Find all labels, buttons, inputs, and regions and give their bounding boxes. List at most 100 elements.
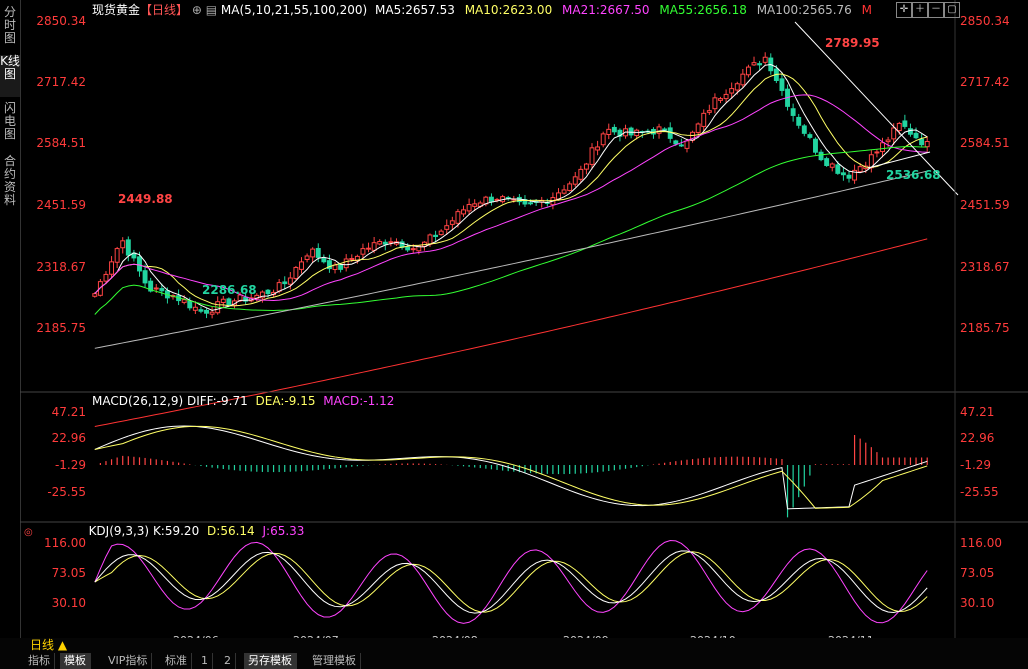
candle-body: [818, 151, 824, 161]
kdj-axis-label-left: 116.00: [44, 536, 86, 550]
candle-body: [678, 144, 684, 147]
macd-axis-label-left: 22.96: [52, 431, 86, 445]
candle-body: [315, 247, 321, 258]
candle-body: [427, 234, 433, 245]
candle-body: [338, 264, 344, 270]
candle-body: [902, 120, 908, 127]
candle-body: [377, 240, 383, 245]
candle-body: [92, 293, 98, 297]
tab-vip-indicator[interactable]: VIP指标: [104, 653, 153, 669]
candle-body: [410, 248, 416, 251]
candle-body: [734, 83, 740, 91]
candle-body: [299, 261, 304, 270]
price-axis-label-right: 2185.75: [960, 321, 1010, 335]
price-axis-label-right: 2584.51: [960, 136, 1010, 150]
candle-body: [913, 132, 919, 139]
period-selector[interactable]: 日线 ▲: [30, 638, 68, 652]
candle-body: [103, 273, 109, 282]
candle-body: [466, 204, 472, 212]
ma10-line: [94, 73, 928, 307]
candle-body: [276, 282, 282, 292]
restore-icon[interactable]: ▢: [944, 2, 960, 18]
zoom-in-icon[interactable]: ＋: [912, 2, 928, 18]
candle-body: [907, 128, 913, 135]
kdj-k: K:59.20: [152, 524, 200, 538]
candle-body: [662, 128, 668, 131]
candle-body: [779, 78, 785, 91]
candle-body: [494, 198, 500, 201]
candle-body: [371, 242, 377, 251]
price-axis-label-left: 2185.75: [36, 321, 86, 335]
sidebar-item-lightning[interactable]: 闪电图: [3, 101, 16, 141]
plus-icon[interactable]: ⊕: [191, 3, 202, 17]
candle-body: [343, 258, 349, 269]
tab-manage-template[interactable]: 管理模板: [308, 653, 361, 669]
tab-2[interactable]: 2: [220, 653, 236, 669]
candle-body: [405, 246, 411, 251]
candle-body: [880, 142, 885, 153]
candle-body: [561, 189, 567, 194]
macd-legend: MACD(26,12,9) DIFF:-9.71 DEA:-9.15 MACD:…: [92, 394, 394, 408]
macd-axis-label-right: -25.55: [960, 485, 999, 499]
candle-body: [159, 288, 165, 292]
macd-value: MACD:-1.12: [323, 394, 395, 408]
low-annotation: 2536.68: [886, 168, 941, 182]
sidebar-item-contract-info[interactable]: 合约资料: [3, 154, 16, 207]
kdj-d-line: [94, 551, 928, 613]
tab-1[interactable]: 1: [197, 653, 213, 669]
candle-body: [919, 138, 925, 146]
trendline: [794, 21, 959, 196]
candle-body: [578, 168, 584, 180]
candle-body: [220, 298, 226, 304]
indicator-target-icon[interactable]: ◎: [24, 527, 33, 538]
candle-body: [751, 62, 757, 66]
candle-body: [153, 287, 159, 290]
main-chart[interactable]: 2850.34 2850.34 2717.42 2717.42 2584.51 2584.…: [0, 0, 1028, 638]
kdj-axis-label-right: 116.00: [960, 536, 1002, 550]
candle-body: [857, 166, 863, 173]
candle-body: [835, 164, 841, 174]
candle-body: [226, 298, 232, 306]
candle-body: [349, 258, 355, 261]
macd-dea: DEA:-9.15: [255, 394, 316, 408]
price-axis-label-left: 2717.42: [36, 75, 86, 89]
tab-standard[interactable]: 标准: [161, 653, 192, 669]
candle-body: [606, 128, 612, 135]
candle-body: [293, 266, 299, 279]
price-axis-label-right: 2850.34: [960, 14, 1010, 28]
candle-body: [807, 134, 813, 138]
kdj-k-line: [94, 550, 928, 614]
price-axis-label-right: 2318.67: [960, 260, 1010, 274]
candle-body: [695, 123, 701, 133]
candle-body: [673, 140, 679, 145]
price-legend: 现货黄金【日线】 ⊕ ▤ MA(5,10,21,55,100,200) MA5:…: [92, 3, 872, 17]
kdj-pane: 116.00 116.00 73.05 73.05 30.10 30.10: [44, 536, 1002, 624]
kdj-axis-label-left: 73.05: [52, 566, 86, 580]
ma21-value: MA21:2667.50: [562, 3, 650, 17]
candle-body: [282, 281, 288, 285]
candle-body: [433, 234, 439, 238]
macd-pane: 47.21 47.21 22.96 22.96 -1.29 -1.29 -25.55 -25.…: [47, 405, 999, 518]
chart-settings-icon[interactable]: ▤: [205, 3, 218, 17]
sidebar-item-kline[interactable]: K线图: [0, 55, 20, 97]
tab-template[interactable]: 模板: [60, 653, 91, 669]
candle-body: [243, 296, 249, 302]
candle-body: [528, 202, 534, 205]
zoom-out-icon[interactable]: －: [928, 2, 944, 18]
candle-body: [840, 172, 846, 176]
candle-body: [595, 146, 601, 151]
tab-save-template[interactable]: 另存模板: [244, 653, 297, 669]
candle-body: [567, 183, 573, 191]
candle-body: [287, 277, 293, 285]
sidebar-item-timeshare[interactable]: 分时图: [3, 5, 16, 45]
price-axis-label-left: 2850.34: [36, 14, 86, 28]
tab-indicator[interactable]: 指标: [24, 653, 55, 669]
candle-body: [628, 127, 634, 136]
candle-body: [449, 220, 455, 225]
candle-body: [142, 270, 148, 284]
candle-body: [416, 245, 422, 252]
ma-params: MA(5,10,21,55,100,200): [220, 3, 368, 17]
crosshair-icon[interactable]: ✛: [896, 2, 912, 18]
candle-body: [114, 248, 120, 263]
kdj-axis-label-right: 30.10: [960, 596, 994, 610]
